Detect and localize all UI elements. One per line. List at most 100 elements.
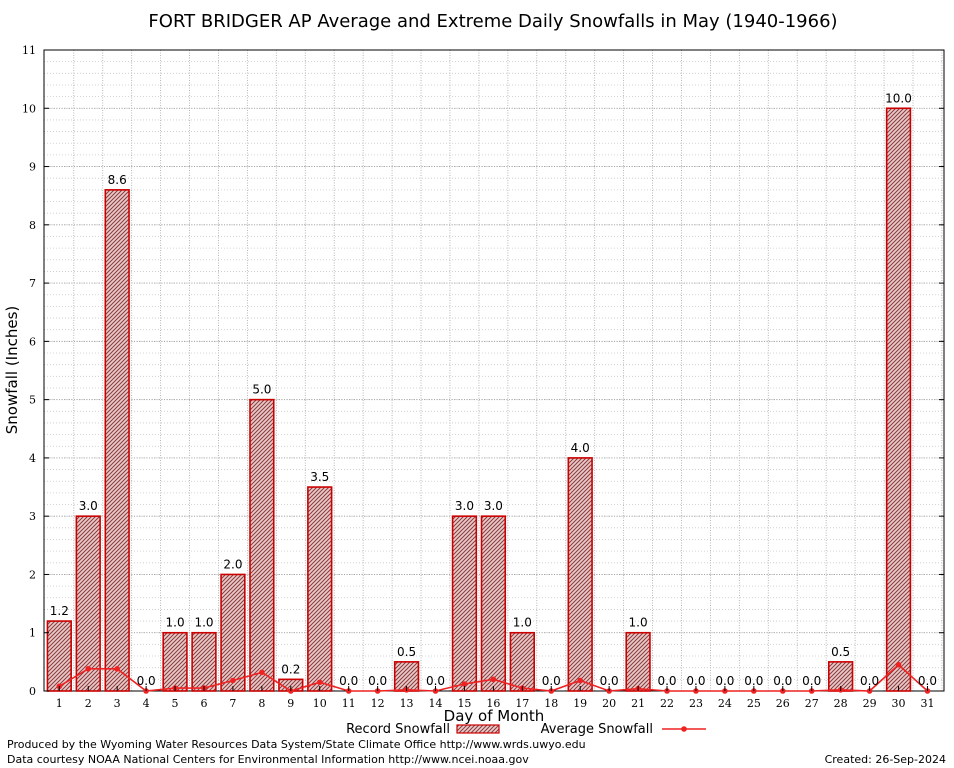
data-label-day-29: 0.0 (860, 674, 879, 688)
x-tick-label: 9 (287, 697, 294, 710)
data-label-day-8: 5.0 (252, 383, 271, 397)
y-tick-label: 6 (29, 335, 36, 348)
x-tick-label: 17 (515, 697, 529, 710)
data-label-day-12: 0.0 (368, 674, 387, 688)
bar-record-day-21 (625, 631, 651, 692)
x-tick-label: 23 (689, 697, 703, 710)
y-tick-label: 3 (29, 510, 36, 523)
legend-marker-average (681, 726, 687, 732)
y-tick-label: 9 (29, 161, 36, 174)
data-label-day-2: 3.0 (79, 499, 98, 513)
data-label-day-28: 0.5 (831, 645, 850, 659)
x-tick-label: 11 (342, 697, 356, 710)
y-axis-label: Snowfall (Inches) (3, 306, 21, 434)
data-label-day-21: 1.0 (629, 616, 648, 630)
data-label-day-24: 0.0 (715, 674, 734, 688)
data-labels-group: 1.2 3.0 8.6 0.0 1.0 1.0 2.0 5.0 0.2 3.5 0.0 0.0 0.5 0… (50, 91, 937, 688)
average-point-day-30 (895, 661, 902, 668)
data-label-day-11: 0.0 (339, 674, 358, 688)
data-label-day-14: 0.0 (426, 674, 445, 688)
x-tick-label: 27 (805, 697, 819, 710)
x-tick-label: 12 (371, 697, 385, 710)
data-label-day-23: 0.0 (686, 674, 705, 688)
legend-label-average: Average Snowfall (541, 722, 653, 737)
y-tick-label: 1 (29, 627, 36, 640)
y-tick-label: 2 (29, 568, 36, 581)
x-tick-label: 24 (718, 697, 732, 710)
data-label-day-25: 0.0 (744, 674, 763, 688)
bar-record-day-6 (191, 631, 217, 692)
x-tick-label: 13 (400, 697, 414, 710)
bar-record-day-7 (220, 573, 246, 692)
bar-record-day-15 (451, 515, 478, 692)
average-point-day-16 (490, 676, 497, 683)
legend-swatch-record (456, 724, 500, 734)
x-tick-label: 2 (85, 697, 92, 710)
average-point-day-10 (316, 679, 323, 686)
bar-record-day-8 (249, 398, 275, 692)
x-axis-label: Day of Month (444, 707, 545, 725)
data-label-day-31: 0.0 (918, 674, 937, 688)
y-tick-label: 4 (29, 452, 36, 465)
data-label-day-20: 0.0 (600, 674, 619, 688)
x-tick-label: 28 (834, 697, 848, 710)
data-label-day-17: 1.0 (513, 616, 532, 630)
x-tick-label: 22 (660, 697, 674, 710)
x-tick-label: 1 (56, 697, 63, 710)
footer-data-courtesy: Data courtesy NOAA National Centers for … (7, 753, 529, 766)
bar-record-day-2 (75, 515, 101, 692)
data-label-day-9: 0.2 (281, 662, 300, 676)
data-label-day-16: 3.0 (484, 499, 503, 513)
y-tick-label: 0 (29, 685, 36, 698)
data-label-day-30: 10.0 (885, 91, 912, 105)
x-tick-label: 26 (776, 697, 790, 710)
data-label-day-22: 0.0 (657, 674, 676, 688)
bar-record-day-3 (104, 189, 130, 692)
bar-record-day-19 (567, 457, 593, 692)
bar-record-day-30 (885, 107, 912, 692)
average-point-day-15 (461, 681, 468, 687)
data-label-day-27: 0.0 (802, 674, 821, 688)
x-tick-label: 10 (313, 697, 327, 710)
data-label-day-1: 1.2 (50, 604, 69, 618)
x-tick-label: 8 (258, 697, 265, 710)
bar-record-day-10 (307, 486, 333, 692)
x-tick-label: 21 (631, 697, 645, 710)
average-point-day-19 (577, 677, 584, 684)
legend-label-record: Record Snowfall (346, 722, 450, 737)
chart-title: FORT BRIDGER AP Average and Extreme Dail… (148, 11, 837, 32)
x-tick-label: 4 (143, 697, 150, 710)
y-tick-label: 11 (22, 44, 36, 57)
legend: Record Snowfall Average Snowfall (346, 722, 706, 737)
x-tick-label: 16 (486, 697, 500, 710)
bar-record-day-5 (162, 631, 188, 692)
y-tick-label: 8 (29, 219, 36, 232)
data-label-day-3: 8.6 (108, 173, 127, 187)
x-tick-label: 30 (892, 697, 906, 710)
data-label-day-26: 0.0 (773, 674, 792, 688)
x-tick-label: 14 (429, 697, 443, 710)
data-label-day-5: 1.0 (166, 616, 185, 630)
x-tick-label: 25 (747, 697, 761, 710)
y-tick-label: 10 (22, 102, 36, 115)
x-tick-label: 19 (573, 697, 587, 710)
average-point-day-7 (230, 677, 236, 684)
x-tick-label: 15 (457, 697, 471, 710)
average-point-day-3 (114, 666, 120, 672)
y-tick-label: 5 (29, 394, 36, 407)
x-tick-label: 18 (544, 697, 558, 710)
x-tick-label: 7 (229, 697, 236, 710)
x-tick-label: 3 (114, 697, 121, 710)
data-label-day-19: 4.0 (571, 441, 590, 455)
x-tick-label: 29 (863, 697, 877, 710)
x-tick-label: 31 (920, 697, 934, 710)
data-label-day-13: 0.5 (397, 645, 416, 659)
data-label-day-4: 0.0 (137, 674, 156, 688)
y-tick-label: 7 (29, 277, 36, 290)
data-label-day-7: 2.0 (223, 557, 242, 571)
average-point-day-8 (259, 669, 265, 676)
data-label-day-15: 3.0 (455, 499, 474, 513)
data-label-day-10: 3.5 (310, 470, 329, 484)
average-point-day-2 (85, 666, 92, 672)
